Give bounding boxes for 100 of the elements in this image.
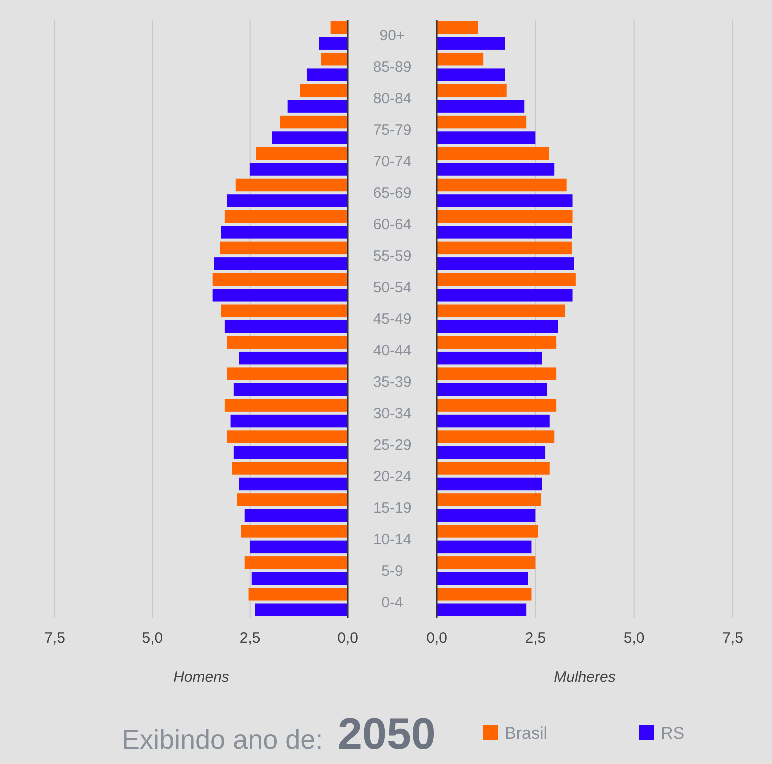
bar — [214, 258, 348, 270]
bar — [437, 525, 538, 538]
y-tick-label: 35-39 — [373, 374, 412, 391]
y-tick-label: 85-89 — [373, 59, 412, 76]
y-tick-label: 75-79 — [373, 122, 412, 140]
x-axis-title: Homens — [174, 669, 230, 686]
x-tick-label: 5,0 — [624, 630, 645, 647]
y-tick-label: 10-14 — [373, 531, 412, 548]
bar — [272, 132, 348, 144]
bar — [437, 572, 528, 586]
bar — [437, 258, 574, 270]
bar — [437, 22, 478, 34]
bar — [255, 604, 348, 616]
bar — [248, 588, 348, 601]
bar — [212, 289, 348, 302]
bar — [224, 399, 348, 412]
y-tick-label: 60-64 — [373, 216, 412, 234]
bar — [244, 556, 348, 570]
bar — [437, 399, 557, 412]
y-tick-label: 25-29 — [373, 436, 412, 454]
bar — [437, 462, 550, 475]
legend-label: RS — [661, 724, 685, 743]
bar — [437, 37, 506, 50]
bar — [220, 242, 348, 255]
bar — [437, 320, 558, 334]
bar — [437, 446, 546, 460]
bar — [221, 304, 348, 318]
bar — [437, 226, 572, 239]
y-tick-label: 5-9 — [382, 562, 404, 580]
y-tick-label: 80-84 — [373, 90, 412, 108]
bar — [437, 509, 536, 522]
bar — [437, 304, 566, 318]
y-tick-label: 20-24 — [373, 468, 412, 486]
bar — [306, 68, 348, 82]
x-axis-title: Mulheres — [554, 669, 616, 686]
bar — [437, 336, 557, 349]
bar — [250, 540, 348, 554]
bar — [224, 320, 348, 334]
y-tick-label: 45-49 — [373, 311, 412, 328]
bar — [288, 100, 348, 113]
bar — [437, 289, 573, 302]
bar — [234, 446, 348, 460]
bar — [437, 100, 525, 113]
bar — [244, 509, 348, 522]
bar — [437, 132, 536, 144]
bar — [239, 478, 348, 491]
bar — [437, 163, 555, 176]
y-tick-label: 40-44 — [373, 342, 412, 360]
bar — [437, 368, 557, 380]
text: Exibindo ano de: — [122, 725, 324, 755]
y-tick-label: 70-74 — [373, 154, 412, 171]
y-tick-label: 65-69 — [373, 185, 412, 202]
bar — [224, 210, 348, 224]
bar — [227, 368, 348, 380]
bar — [437, 194, 573, 208]
bar — [232, 462, 348, 475]
x-tick-label: 7,5 — [722, 630, 744, 647]
bar — [437, 147, 550, 160]
bar — [280, 116, 348, 129]
bar — [230, 414, 348, 428]
bar — [437, 68, 506, 82]
bar — [437, 84, 507, 98]
bar — [234, 383, 348, 396]
bar — [227, 336, 348, 349]
bar — [221, 226, 348, 239]
legend-label: Brasil — [505, 724, 548, 743]
x-tick-label: 0,0 — [426, 630, 448, 647]
bar — [437, 556, 536, 570]
x-tick-label: 2,5 — [240, 630, 261, 647]
bar — [437, 273, 576, 286]
bar — [330, 22, 348, 34]
bar — [227, 430, 348, 444]
y-tick-label: 55-59 — [373, 248, 412, 266]
bar — [437, 210, 573, 224]
bar — [321, 52, 348, 66]
y-tick-label: 50-54 — [373, 280, 412, 297]
bar — [437, 588, 532, 601]
bar — [437, 383, 548, 396]
bar — [239, 352, 348, 365]
x-tick-label: 2,5 — [525, 630, 546, 647]
bar — [437, 604, 527, 616]
text: 2050 — [338, 710, 436, 759]
bar — [237, 494, 348, 506]
bar — [236, 178, 348, 192]
y-tick-label: 30-34 — [373, 405, 412, 422]
y-tick-label: 15-19 — [373, 500, 412, 517]
bar — [437, 478, 542, 491]
bar — [319, 37, 348, 50]
bar — [250, 163, 348, 176]
bar — [212, 273, 348, 286]
bar — [300, 84, 348, 98]
x-tick-label: 5,0 — [142, 630, 164, 647]
x-tick-label: 7,5 — [44, 630, 66, 647]
bar — [256, 147, 348, 160]
y-tick-label: 0-4 — [382, 594, 404, 612]
bar — [437, 540, 532, 554]
bar — [437, 242, 572, 255]
bar — [252, 572, 348, 586]
bar — [437, 414, 550, 428]
bar — [437, 52, 484, 66]
